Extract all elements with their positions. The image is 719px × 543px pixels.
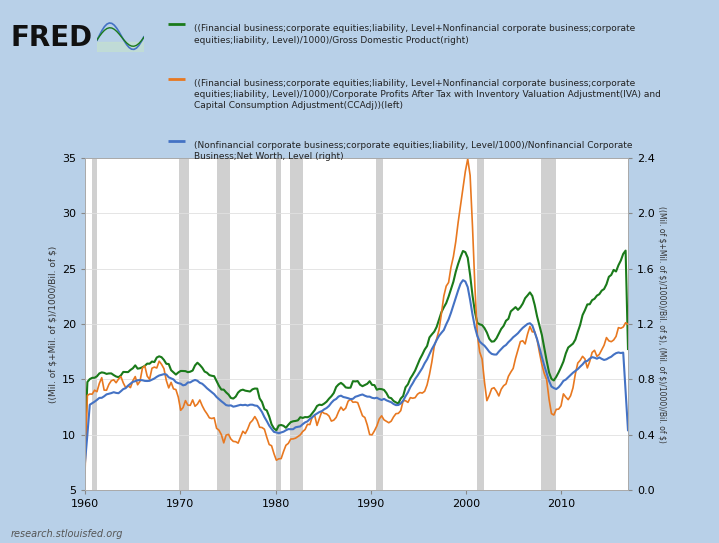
Bar [275, 158, 281, 490]
Bar [290, 158, 303, 490]
Y-axis label: ((Mil. of $+Mil. of $)/1000)/Bil. of $), (Mil. of $)/1000)/Bil. of $): ((Mil. of $+Mil. of $)/1000)/Bil. of $),… [657, 206, 666, 443]
Y-axis label: ((Mil. of $+Mil. of $)/1000/Bil. of $): ((Mil. of $+Mil. of $)/1000/Bil. of $) [49, 245, 58, 402]
Bar [179, 158, 189, 490]
Bar [541, 158, 556, 490]
Text: (Nonfinancial corporate business;corporate equities;liability, Level/1000)/Nonfi: (Nonfinancial corporate business;corpora… [194, 141, 633, 161]
Bar [97, 42, 144, 52]
Text: ((Financial business;corporate equities;liability, Level+Nonfinancial corporate : ((Financial business;corporate equities;… [194, 24, 636, 45]
Bar [477, 158, 484, 490]
Bar [92, 158, 97, 490]
Bar [375, 158, 383, 490]
Text: research.stlouisfed.org: research.stlouisfed.org [11, 529, 123, 539]
Text: FRED: FRED [11, 24, 93, 53]
Bar [217, 158, 230, 490]
Text: ((Financial business;corporate equities;liability, Level+Nonfinancial corporate : ((Financial business;corporate equities;… [194, 79, 661, 110]
